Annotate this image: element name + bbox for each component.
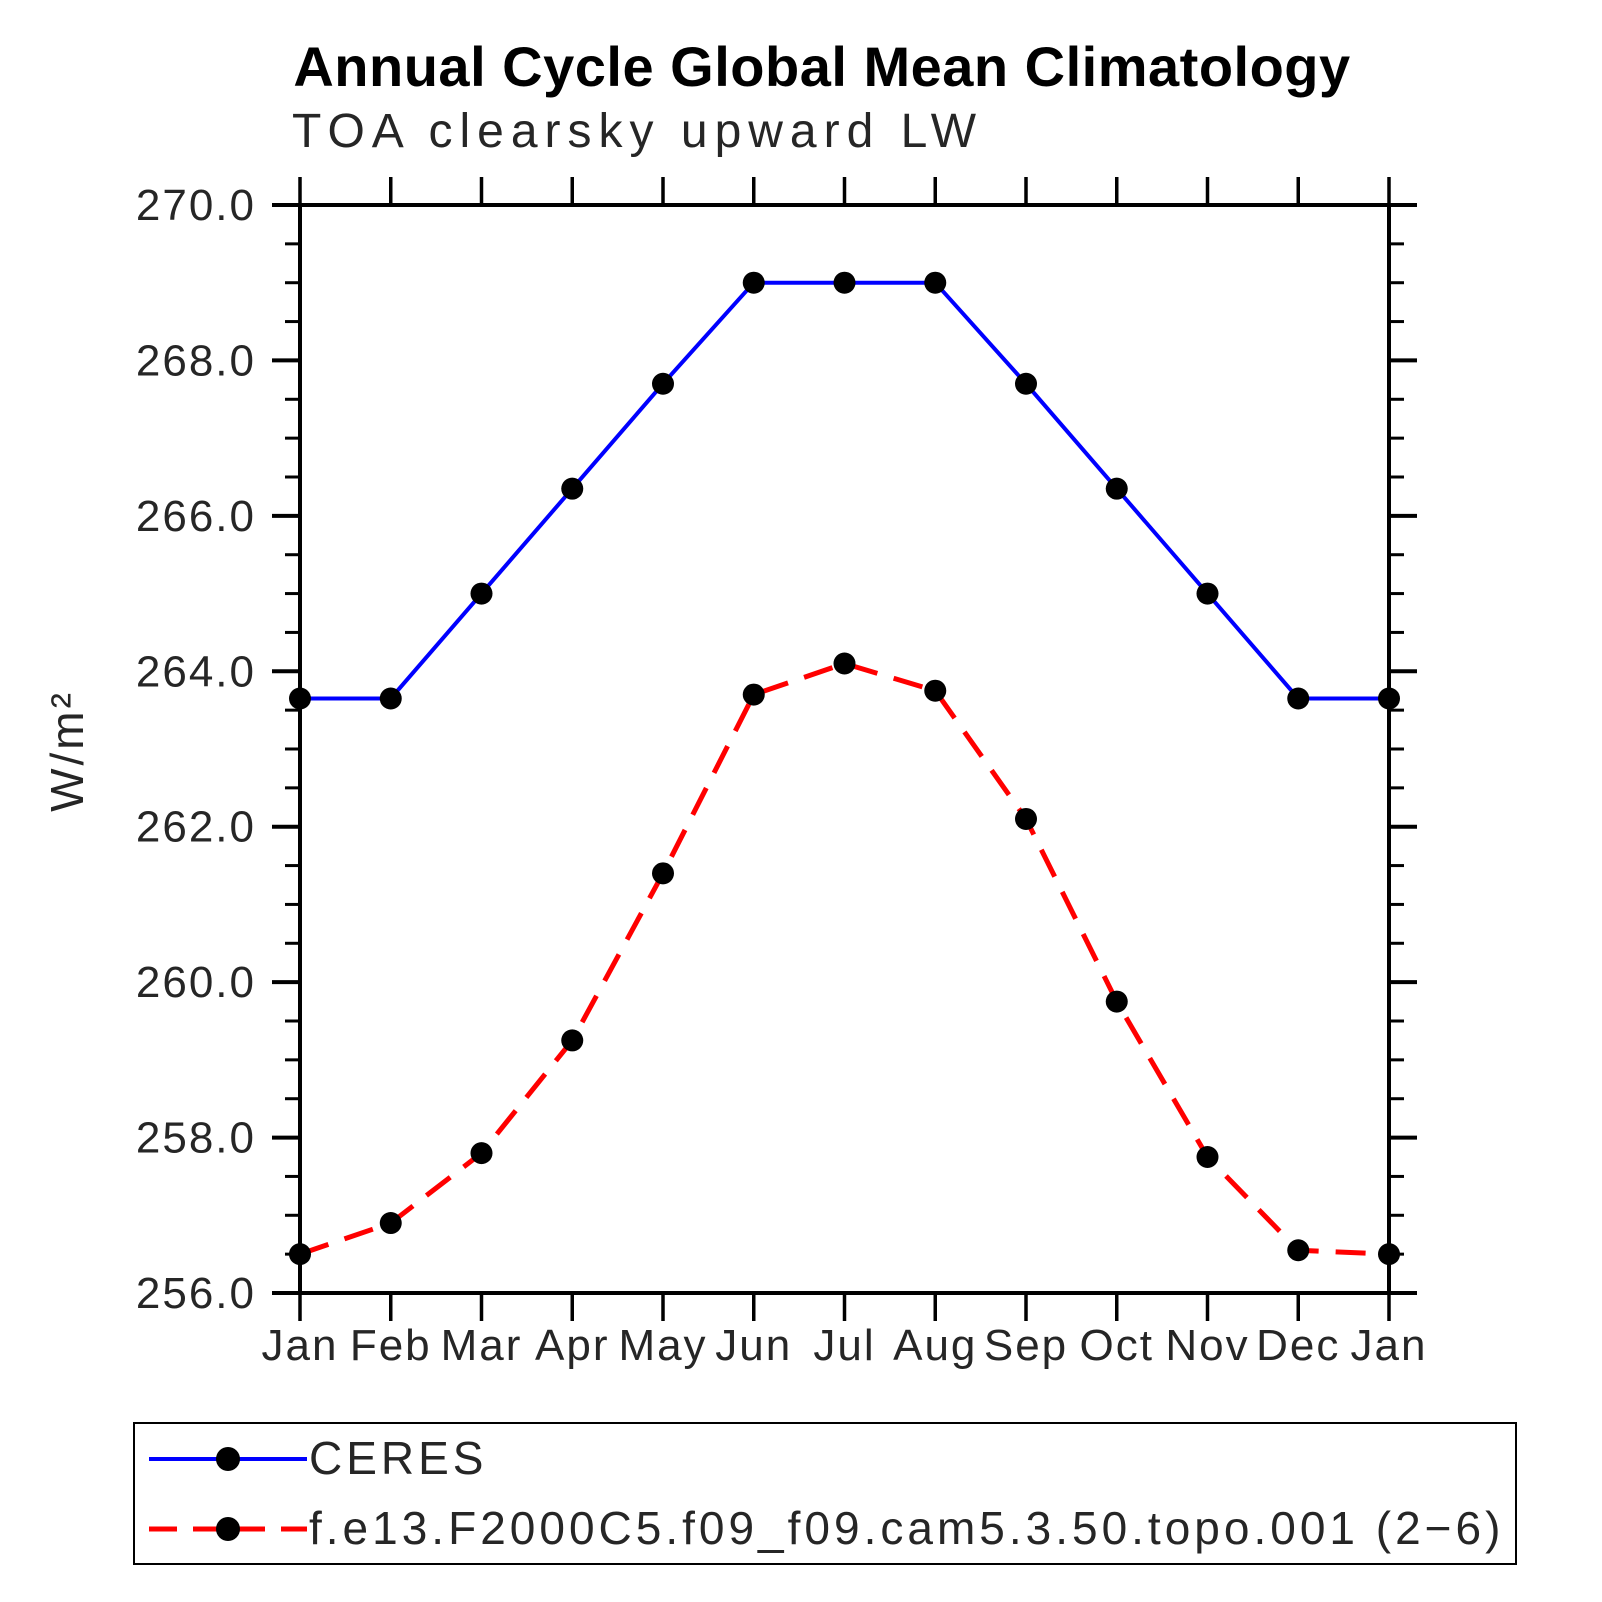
data-point-series-1 [924, 679, 947, 702]
data-point-series-1 [561, 1029, 584, 1052]
legend-label-ceres: CERES [309, 1431, 488, 1484]
legend-marker-icon [216, 1517, 240, 1541]
data-point-series-0 [1105, 477, 1128, 500]
series-line-0 [300, 280, 1389, 701]
data-point-series-0 [1015, 372, 1037, 395]
x-tick-label: Dec [1256, 1321, 1340, 1370]
data-point-series-0 [652, 372, 674, 395]
data-point-series-0 [742, 271, 765, 294]
x-tick-label: Jun [715, 1321, 792, 1370]
data-point-series-1 [289, 1243, 311, 1266]
data-point-series-0 [561, 477, 584, 500]
data-point-series-0 [1378, 687, 1400, 710]
y-tick-label: 266.0 [136, 492, 256, 541]
plot-frame [298, 203, 1391, 1295]
x-tick-label: Aug [893, 1321, 977, 1370]
y-tick-label: 264.0 [136, 647, 256, 696]
series-line-1 [299, 660, 1390, 1257]
legend: CERES f.e13.F2000C5.f09_f09.cam5.3.50.to… [133, 1422, 1517, 1565]
data-point-series-1 [379, 1212, 402, 1235]
data-point-series-0 [289, 687, 311, 710]
x-tick-label: Jan [1351, 1321, 1428, 1370]
chart-subtitle: TOA clearsky upward LW [292, 105, 984, 158]
x-tick-label: Sep [984, 1321, 1068, 1370]
x-tick-label: May [618, 1321, 707, 1370]
data-point-series-1 [742, 683, 765, 706]
data-point-series-1 [1105, 990, 1128, 1013]
y-tick-label: 268.0 [136, 336, 256, 385]
x-tick-label: Mar [441, 1321, 523, 1370]
data-point-series-1 [1287, 1239, 1310, 1262]
y-tick-label: 256.0 [136, 1269, 256, 1318]
y-tick-label: 260.0 [136, 958, 256, 1007]
data-point-series-0 [833, 271, 856, 294]
x-tick-label: Jan [262, 1321, 339, 1370]
data-point-series-0 [379, 687, 402, 710]
data-point-series-1 [1196, 1146, 1219, 1168]
data-point-series-0 [1196, 582, 1219, 605]
y-tick-label: 262.0 [136, 803, 256, 852]
data-point-series-1 [1015, 807, 1037, 830]
x-tick-label: Apr [535, 1321, 609, 1370]
chart-title: Annual Cycle Global Mean Climatology [293, 35, 1351, 98]
legend-line-sample-model [149, 1517, 307, 1541]
x-tick-label: Oct [1080, 1321, 1154, 1370]
y-tick-label: 270.0 [136, 181, 256, 230]
data-point-series-0 [470, 582, 493, 605]
legend-marker-icon [216, 1447, 240, 1471]
x-tick-label: Feb [350, 1321, 432, 1370]
data-point-series-1 [833, 652, 856, 675]
data-point-series-1 [1378, 1243, 1400, 1266]
data-point-series-1 [652, 862, 674, 885]
x-tick-label: Nov [1165, 1321, 1249, 1370]
data-point-series-0 [1287, 687, 1310, 710]
legend-row-model: f.e13.F2000C5.f09_f09.cam5.3.50.topo.001… [135, 1501, 1515, 1557]
legend-row-ceres: CERES [135, 1431, 1515, 1487]
data-point-series-0 [924, 271, 947, 294]
y-tick-label: 258.0 [136, 1114, 256, 1163]
x-tick-label: Jul [813, 1321, 875, 1370]
data-point-series-1 [470, 1142, 493, 1165]
legend-label-model: f.e13.F2000C5.f09_f09.cam5.3.50.topo.001… [309, 1501, 1505, 1554]
legend-line-sample-ceres [149, 1447, 307, 1471]
